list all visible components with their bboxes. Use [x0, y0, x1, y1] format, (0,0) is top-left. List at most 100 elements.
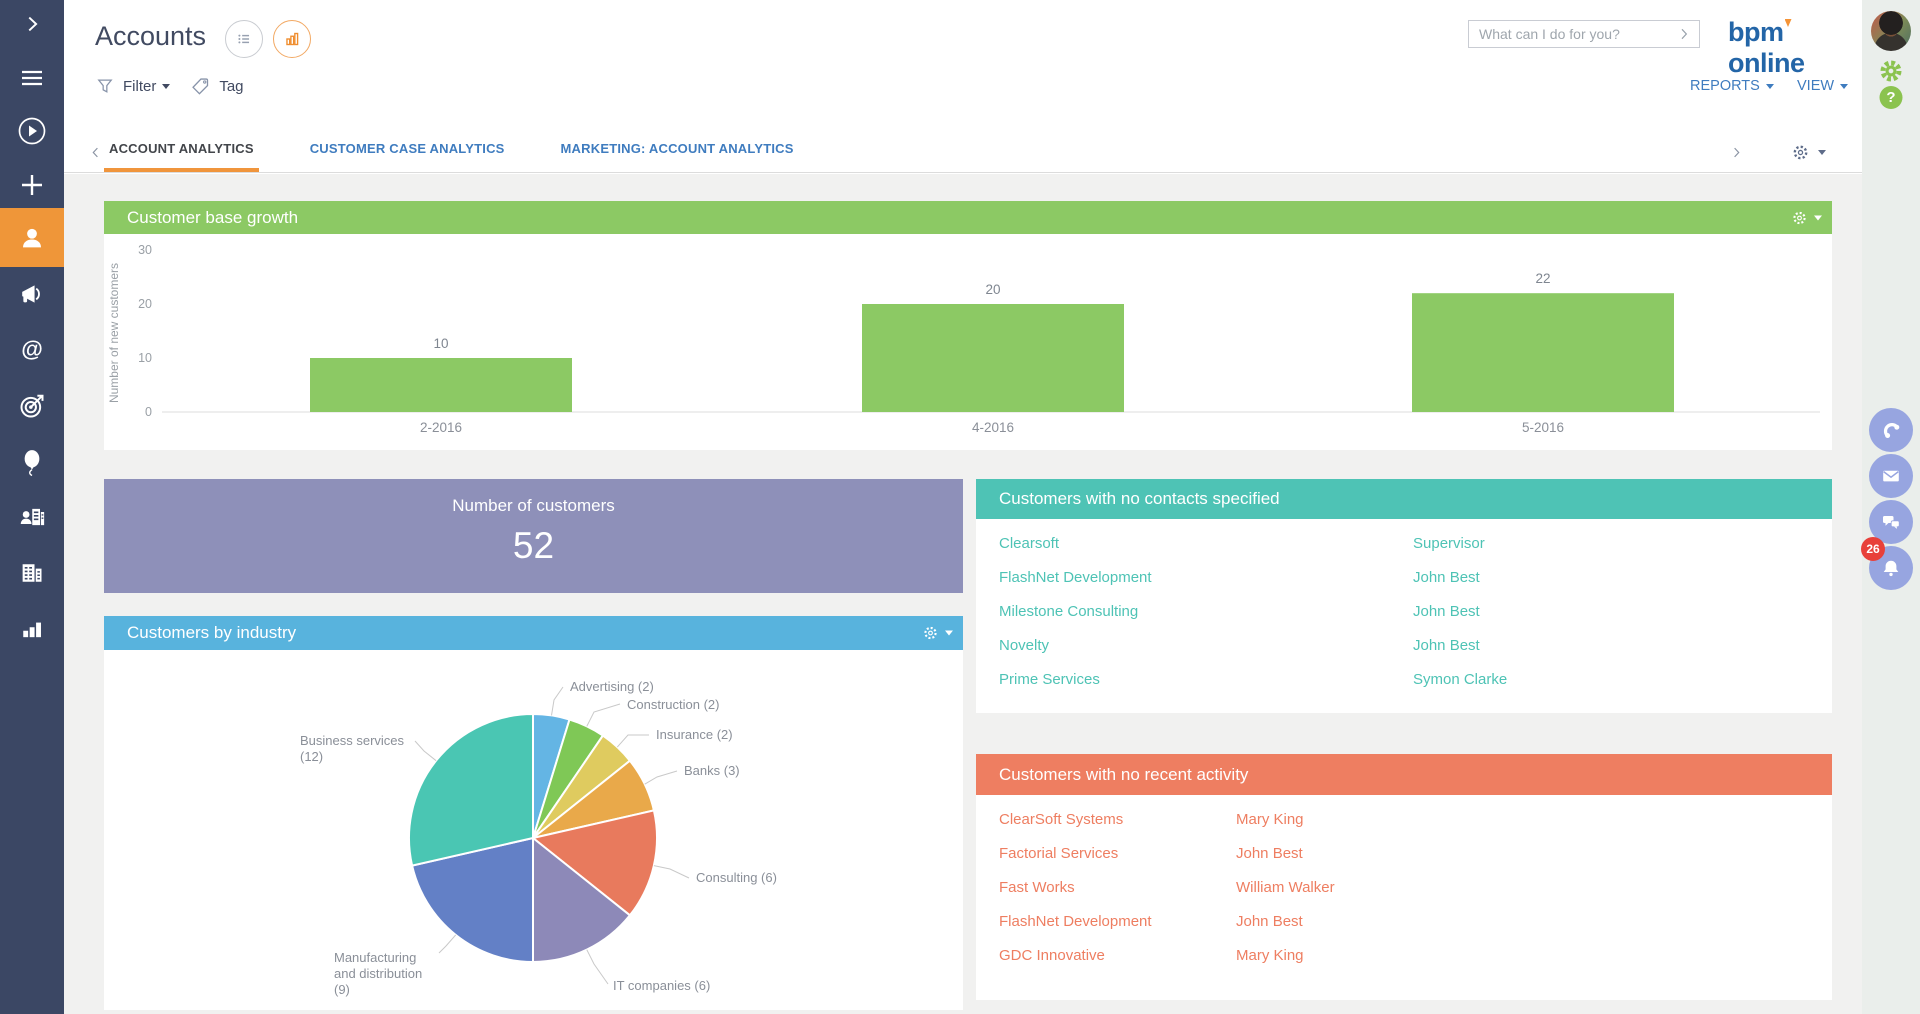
calls-button[interactable] — [1869, 408, 1913, 452]
bell-icon — [1879, 556, 1903, 580]
x-category-label: 2-2016 — [420, 420, 462, 435]
y-tick-label: 20 — [138, 297, 152, 311]
pie-label-leader — [586, 703, 621, 727]
no-activity-card: Customers with no recent activity ClearS… — [976, 754, 1832, 1000]
chat-button[interactable] — [1869, 500, 1913, 544]
pie-slice-label: IT companies (6) — [613, 978, 710, 993]
sidebar-item-contacts[interactable] — [0, 495, 64, 539]
owner-link[interactable]: William Walker — [1236, 879, 1335, 896]
list-item: Prime Services Symon Clarke — [976, 663, 1832, 697]
pie-slice-label: and distribution — [334, 966, 422, 981]
sidebar-item-companies[interactable] — [0, 551, 64, 595]
pie-slice-label: Consulting (6) — [696, 870, 777, 885]
tabs-next-icon[interactable] — [1729, 145, 1744, 160]
customers-by-industry-pie[interactable]: Advertising (2) Construction (2) Insurance… — [104, 650, 963, 1010]
bar[interactable] — [310, 358, 572, 412]
bpmonline-logo: bpmonline — [1728, 17, 1805, 78]
person-icon — [17, 223, 47, 253]
pie-slice[interactable] — [532, 835, 632, 964]
notification-badge: 26 — [1861, 537, 1885, 561]
owner-link[interactable]: Supervisor — [1413, 535, 1485, 552]
metric-title: Number of customers — [452, 496, 615, 515]
email-button[interactable] — [1869, 454, 1913, 498]
owner-link[interactable]: John Best — [1413, 569, 1480, 586]
pie-slice[interactable] — [530, 809, 658, 917]
list-view-button[interactable] — [225, 20, 263, 58]
owner-link[interactable]: Mary King — [1236, 811, 1304, 828]
account-link[interactable]: Novelty — [999, 637, 1050, 654]
megaphone-icon — [18, 280, 46, 308]
tag-button[interactable]: Tag — [219, 77, 244, 95]
account-link[interactable]: Clearsoft — [999, 535, 1060, 552]
owner-link[interactable]: Mary King — [1236, 947, 1304, 964]
funnel-icon[interactable] — [95, 76, 115, 96]
dashboard-settings-button[interactable] — [1791, 143, 1826, 162]
owner-link[interactable]: John Best — [1413, 603, 1480, 620]
sidebar-run-process-button[interactable] — [0, 109, 64, 153]
pie-label-leader — [551, 686, 564, 716]
customers-by-industry-card: Customers by industry Advertising (2) Con… — [104, 616, 963, 1010]
tabs-prev-icon[interactable] — [88, 145, 103, 160]
account-link[interactable]: FlashNet Development — [999, 569, 1152, 586]
pie-slice-label: Business services — [300, 733, 405, 748]
list-view-icon — [233, 28, 255, 50]
person-building-icon — [17, 502, 47, 532]
account-link[interactable]: ClearSoft Systems — [999, 811, 1124, 828]
sidebar-item-email[interactable]: @ — [0, 328, 64, 372]
search-input[interactable] — [1469, 26, 1669, 42]
settings-caret-icon — [1814, 215, 1822, 220]
analytics-view-button[interactable] — [273, 20, 311, 58]
card-settings-button[interactable] — [1791, 209, 1822, 226]
sidebar-add-button[interactable] — [0, 163, 64, 207]
account-link[interactable]: Factorial Services — [999, 845, 1119, 862]
bar[interactable] — [1412, 293, 1674, 412]
pie-label-leader — [653, 865, 690, 879]
sidebar-menu-button[interactable] — [0, 56, 64, 100]
owner-link[interactable]: John Best — [1413, 637, 1480, 654]
account-link[interactable]: Fast Works — [999, 879, 1075, 896]
help-button[interactable]: ? — [1879, 86, 1903, 109]
sidebar-item-dashboards[interactable] — [0, 607, 64, 651]
card-title: Customers with no recent activity — [999, 764, 1249, 784]
tab-marketing-account-analytics[interactable]: MARKETING: ACCOUNT ANALYTICS — [560, 141, 794, 156]
target-icon — [18, 392, 46, 420]
envelope-icon — [1879, 464, 1903, 488]
card-title: Customer base growth — [127, 207, 299, 227]
command-line — [1468, 20, 1700, 48]
page-title: Accounts — [95, 21, 207, 51]
bar[interactable] — [862, 304, 1124, 412]
owner-link[interactable]: John Best — [1236, 845, 1303, 862]
sidebar-item-marketing[interactable] — [0, 272, 64, 316]
avatar[interactable] — [1871, 11, 1911, 51]
gear-icon — [1878, 58, 1904, 84]
pie-slice[interactable] — [407, 712, 534, 867]
account-link[interactable]: Milestone Consulting — [999, 603, 1139, 620]
tab-account-analytics[interactable]: ACCOUNT ANALYTICS — [104, 129, 259, 172]
sidebar-item-accounts[interactable] — [0, 208, 64, 267]
tag-icon[interactable] — [190, 76, 211, 97]
dashboard-tabbar: ACCOUNT ANALYTICS CUSTOMER CASE ANALYTIC… — [64, 129, 1862, 173]
building-icon — [17, 558, 47, 588]
gear-icon — [922, 625, 939, 642]
tab-customer-case-analytics[interactable]: CUSTOMER CASE ANALYTICS — [309, 141, 505, 156]
notifications-button[interactable]: 26 — [1861, 537, 1913, 590]
sidebar-expand-button[interactable] — [0, 2, 64, 46]
owner-link[interactable]: John Best — [1236, 913, 1303, 930]
sidebar-item-targets[interactable] — [0, 384, 64, 428]
account-link[interactable]: Prime Services — [999, 671, 1100, 688]
sidebar-item-events[interactable] — [0, 440, 64, 484]
bar-value-label: 22 — [1535, 271, 1550, 286]
system-settings-button[interactable] — [1878, 58, 1904, 84]
number-of-customers-tile[interactable]: Number of customers 52 — [104, 479, 963, 593]
account-link[interactable]: FlashNet Development — [999, 913, 1152, 930]
customer-base-growth-chart[interactable]: Number of new customers 0 10 20 30 10 2-2016 20… — [104, 234, 1832, 450]
hamburger-icon — [19, 67, 45, 89]
account-link[interactable]: GDC Innovative — [999, 947, 1105, 964]
search-go-button[interactable] — [1669, 21, 1699, 47]
filter-button[interactable]: Filter — [123, 77, 157, 95]
owner-link[interactable]: Symon Clarke — [1413, 671, 1508, 688]
view-menu[interactable]: VIEW — [1797, 78, 1849, 94]
card-settings-button[interactable] — [922, 625, 953, 642]
pie-label-leader — [438, 934, 457, 954]
reports-menu[interactable]: REPORTS — [1690, 78, 1774, 94]
